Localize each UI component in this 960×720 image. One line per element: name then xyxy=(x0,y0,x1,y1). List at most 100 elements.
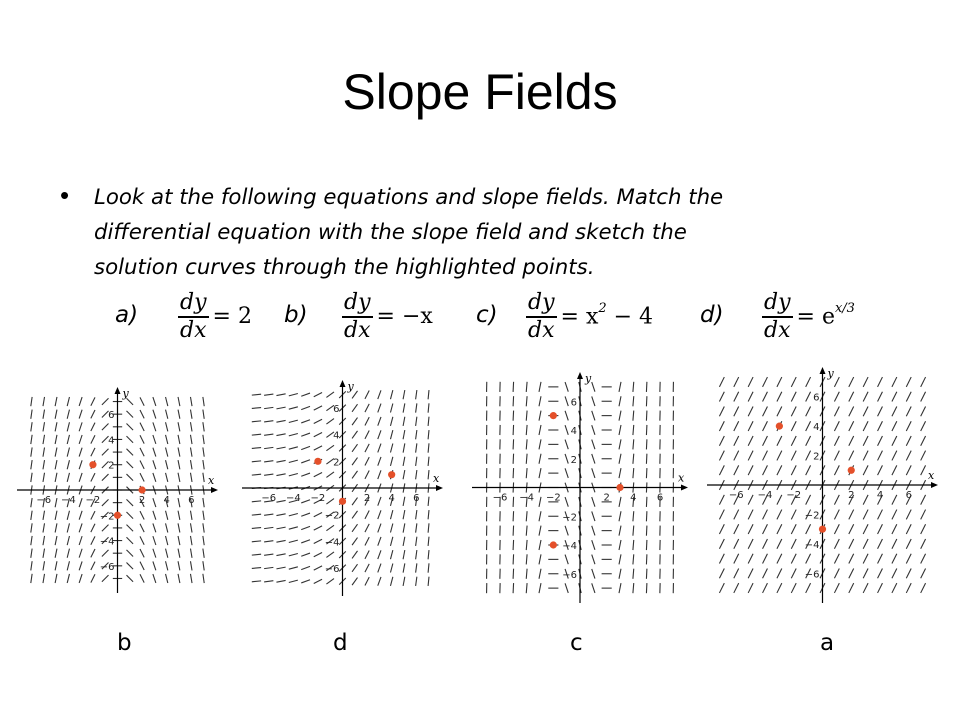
slope-segment xyxy=(833,376,840,388)
equation-c-numerator: dy xyxy=(528,290,555,315)
slope-segment xyxy=(301,405,311,411)
slope-segment xyxy=(202,409,205,419)
equation-d-denominator: dx xyxy=(764,317,791,343)
slope-segment xyxy=(326,524,335,532)
slope-segment xyxy=(591,511,596,522)
slope-segment xyxy=(591,410,596,421)
slope-segment xyxy=(90,548,96,558)
slope-segment xyxy=(301,459,311,464)
slope-segment xyxy=(632,396,635,407)
slope-segment xyxy=(564,511,569,522)
slope-segment xyxy=(747,582,754,594)
slope-segment xyxy=(776,582,783,594)
highlighted-point xyxy=(113,511,122,519)
slope-segment xyxy=(78,510,83,520)
slope-segment xyxy=(66,548,70,558)
y-axis-arrow xyxy=(114,387,121,394)
slope-segment xyxy=(42,573,46,584)
slope-segment xyxy=(790,391,797,402)
slope-segment xyxy=(862,420,869,432)
slope-segment xyxy=(288,446,298,450)
slope-segment xyxy=(733,450,740,461)
slope-segment xyxy=(276,499,286,503)
slope-segment xyxy=(66,447,70,457)
slope-segment xyxy=(288,432,298,437)
slope-segment xyxy=(427,443,430,453)
highlighted-point xyxy=(847,466,855,474)
slope-segment xyxy=(790,582,797,594)
slope-segment xyxy=(30,497,33,508)
slope-segment xyxy=(862,465,869,476)
slope-segment xyxy=(747,494,754,505)
y-axis-arrow xyxy=(819,367,826,374)
x-tick-label: −2 xyxy=(311,493,326,504)
slope-segment xyxy=(833,494,840,505)
slope-segment xyxy=(351,563,358,573)
slope-segment xyxy=(313,498,323,504)
slope-segment xyxy=(538,511,542,522)
slope-segment xyxy=(377,536,382,546)
slope-segment xyxy=(54,409,58,419)
fraction-bar xyxy=(762,316,793,318)
slope-segment xyxy=(762,391,768,402)
slope-segment xyxy=(152,573,157,584)
equation-b-label: b) xyxy=(284,302,308,328)
slope-segment xyxy=(762,553,768,564)
slope-segment xyxy=(805,568,812,579)
slope-segment xyxy=(301,579,311,584)
slope-segment xyxy=(891,391,898,402)
slope-segment xyxy=(591,496,596,507)
slope-segment xyxy=(833,538,840,550)
slope-segment xyxy=(30,409,33,419)
y-tick-label: −2 xyxy=(562,512,577,523)
slope-segment xyxy=(790,524,797,535)
slope-segment xyxy=(747,391,754,402)
slope-segment xyxy=(288,472,298,477)
slope-segment xyxy=(790,376,797,388)
slope-segment xyxy=(920,465,927,476)
slope-segment xyxy=(78,561,83,571)
slope-segment xyxy=(525,525,528,536)
slope-segment xyxy=(747,406,754,417)
slope-segment xyxy=(177,523,181,533)
slope-segment xyxy=(126,435,134,444)
slope-segment xyxy=(288,392,298,397)
slope-segment xyxy=(326,578,335,585)
slope-segment xyxy=(276,553,286,557)
slope-segment xyxy=(805,494,812,505)
slope-segment xyxy=(525,539,528,551)
slope-segment xyxy=(564,496,569,507)
slope-segment xyxy=(377,456,382,466)
x-tick-label: 2 xyxy=(603,493,609,504)
equation-b-numerator: dy xyxy=(344,290,371,315)
slope-segment xyxy=(848,509,855,520)
slope-field-1-plot: x y −6 −6 −4 −4 −2 −2 2 2 4 4 6 6 xyxy=(15,385,220,595)
slope-segment xyxy=(862,435,869,446)
slope-segment xyxy=(42,396,46,407)
slope-segment xyxy=(177,497,181,508)
slope-segment xyxy=(733,406,740,417)
slope-segment xyxy=(848,494,855,505)
highlighted-point xyxy=(388,471,396,479)
y-tick-label: 4 xyxy=(108,435,114,446)
slope-segment xyxy=(264,460,274,463)
slope-segment xyxy=(251,513,262,516)
slope-segment xyxy=(251,447,262,449)
y-axis-arrow xyxy=(577,372,583,379)
slope-segment xyxy=(301,472,311,477)
slope-segment xyxy=(326,418,335,425)
slope-segment xyxy=(101,498,109,507)
slope-segment xyxy=(177,447,181,457)
slope-segment xyxy=(42,548,46,558)
x-tick-label: −6 xyxy=(261,493,276,504)
slope-segment xyxy=(364,496,370,506)
slope-segment xyxy=(301,432,311,437)
slope-segment xyxy=(139,397,145,406)
slope-segment xyxy=(165,523,169,533)
slope-segment xyxy=(54,535,58,546)
slope-segment xyxy=(139,548,145,558)
slope-segment xyxy=(78,548,83,558)
slope-segment xyxy=(264,540,274,543)
slope-segment xyxy=(66,561,70,571)
slope-segment xyxy=(351,390,358,399)
